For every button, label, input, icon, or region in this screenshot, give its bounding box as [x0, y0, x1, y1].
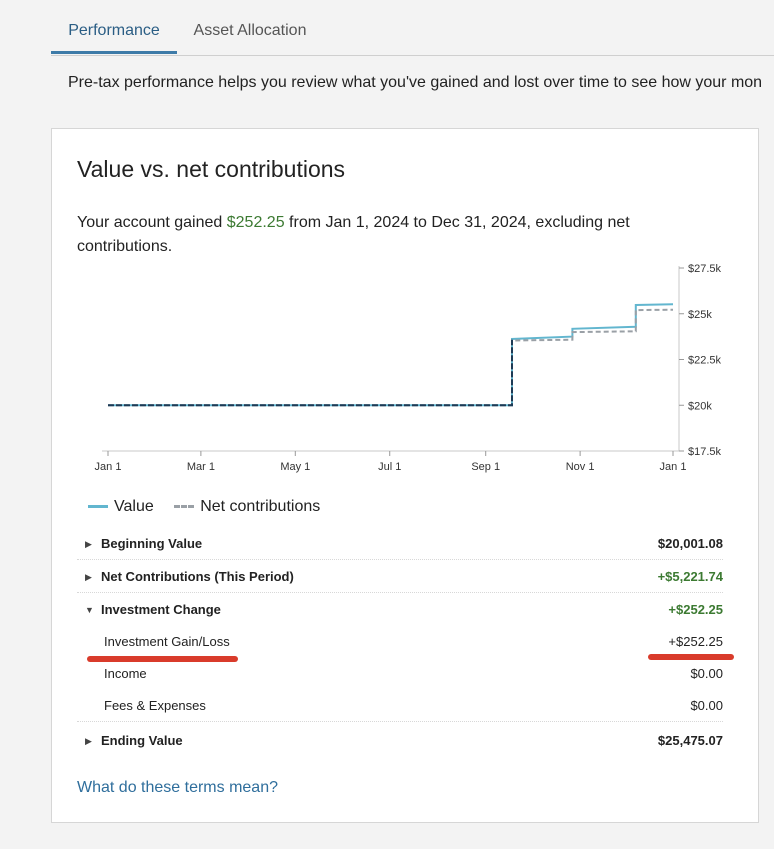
x-tick-label: May 1	[280, 461, 310, 473]
row-label: Fees & Expenses	[104, 698, 206, 713]
highlight-underline-label	[87, 656, 238, 662]
y-tick-label: $22.5k	[688, 355, 722, 367]
series-value-line	[108, 303, 674, 407]
row-value: +$252.25	[668, 634, 723, 649]
row-value: $0.00	[690, 666, 723, 681]
highlight-underline-value	[648, 654, 734, 660]
y-tick-label: $17.5k	[688, 446, 722, 458]
collapse-caret-icon: ▼	[85, 605, 94, 615]
legend-net-label: Net contributions	[200, 497, 321, 515]
row-ending-value[interactable]: ▶ Ending Value $25,475.07	[77, 724, 723, 756]
x-tick-label: Sep 1	[471, 461, 500, 473]
row-label: Investment Change	[101, 602, 221, 617]
row-value: +$252.25	[668, 602, 723, 617]
tab-bar: Performance Asset Allocation	[51, 0, 774, 56]
y-tick-label: $27.5k	[688, 263, 722, 275]
x-tick-label: Nov 1	[566, 461, 595, 473]
row-net-contributions[interactable]: ▶ Net Contributions (This Period) +$5,22…	[77, 560, 723, 593]
x-tick-label: Mar 1	[187, 461, 215, 473]
x-tick-label: Jan 1	[95, 461, 122, 473]
row-label: Beginning Value	[101, 536, 203, 551]
row-value: $20,001.08	[657, 536, 723, 551]
legend-net-contributions[interactable]: Net contributions	[174, 498, 320, 516]
row-income: Income $0.00	[77, 657, 723, 689]
legend-value-label: Value	[114, 497, 154, 515]
summary-gain-amount: $252.25	[226, 214, 285, 231]
summary-suffix: from Jan 1, 2024 to Dec 31, 2024, exclud…	[77, 214, 630, 255]
row-investment-gain-loss: Investment Gain/Loss +$252.25	[77, 625, 723, 657]
y-tick-label: $25k	[688, 309, 712, 321]
legend-value-swatch	[88, 505, 108, 508]
legend-net-swatch	[174, 505, 195, 508]
row-investment-change[interactable]: ▼ Investment Change +$252.25	[77, 593, 723, 625]
card-title: Value vs. net contributions	[77, 156, 346, 182]
expand-caret-icon: ▶	[85, 572, 92, 582]
terms-help-link[interactable]: What do these terms mean?	[77, 779, 278, 796]
gain-summary: Your account gained $252.25 from Jan 1, …	[77, 211, 697, 259]
series-overlap-line	[108, 339, 513, 407]
x-tick-label: Jan 1	[660, 461, 687, 473]
tab-performance[interactable]: Performance	[51, 10, 177, 54]
expand-caret-icon: ▶	[85, 736, 92, 746]
performance-card: Value vs. net contributions Your account…	[51, 128, 759, 823]
row-label: Investment Gain/Loss	[104, 634, 230, 649]
row-fees-expenses: Fees & Expenses $0.00	[77, 689, 723, 722]
row-value: $25,475.07	[657, 733, 723, 748]
row-value: $0.00	[690, 698, 723, 713]
row-beginning-value[interactable]: ▶ Beginning Value $20,001.08	[77, 527, 723, 560]
series-net-contributions-line	[108, 308, 674, 407]
row-label: Income	[104, 666, 147, 681]
row-label: Net Contributions (This Period)	[101, 569, 294, 584]
y-tick-label: $20k	[688, 400, 712, 412]
chart-legend: Value Net contributions	[88, 495, 336, 516]
summary-table: ▶ Beginning Value $20,001.08 ▶ Net Contr…	[77, 527, 723, 756]
row-label: Ending Value	[101, 733, 183, 748]
intro-text: Pre-tax performance helps you review wha…	[68, 74, 763, 91]
tab-asset-allocation[interactable]: Asset Allocation	[193, 22, 307, 39]
legend-value[interactable]: Value	[88, 498, 154, 516]
summary-prefix: Your account gained	[77, 214, 227, 231]
expand-caret-icon: ▶	[85, 539, 92, 549]
x-tick-label: Jul 1	[378, 461, 401, 473]
row-value: +$5,221.74	[657, 569, 723, 584]
